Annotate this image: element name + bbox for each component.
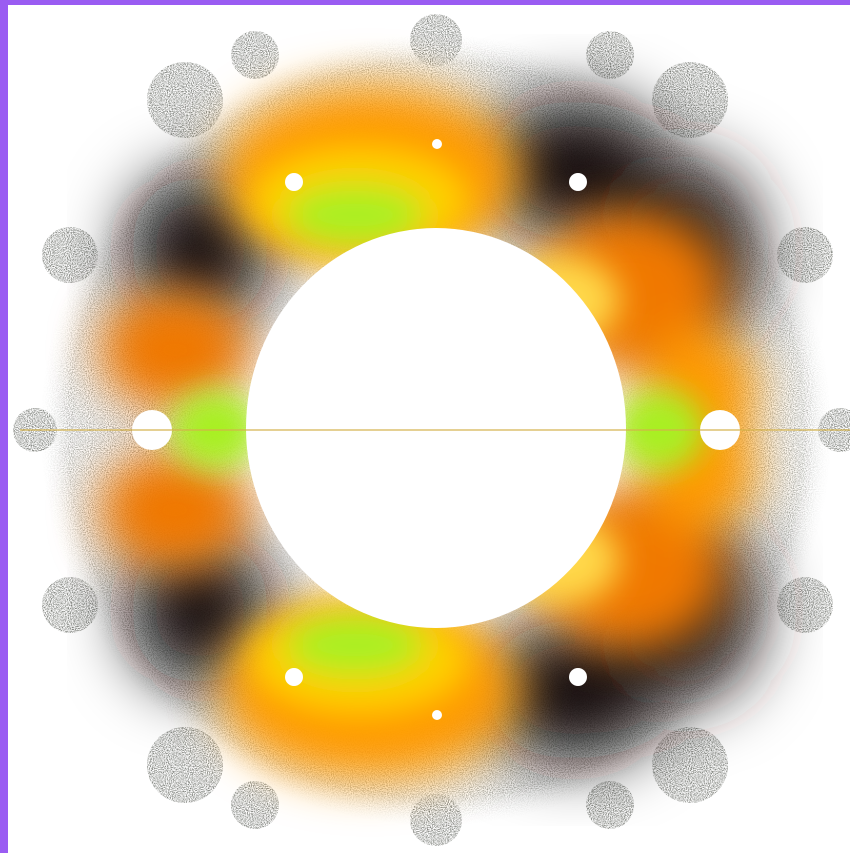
frame-top-border [0,0,850,5]
fractal-ring-image [13,14,850,846]
frame-left-border [0,0,8,853]
center-disc [246,228,626,628]
